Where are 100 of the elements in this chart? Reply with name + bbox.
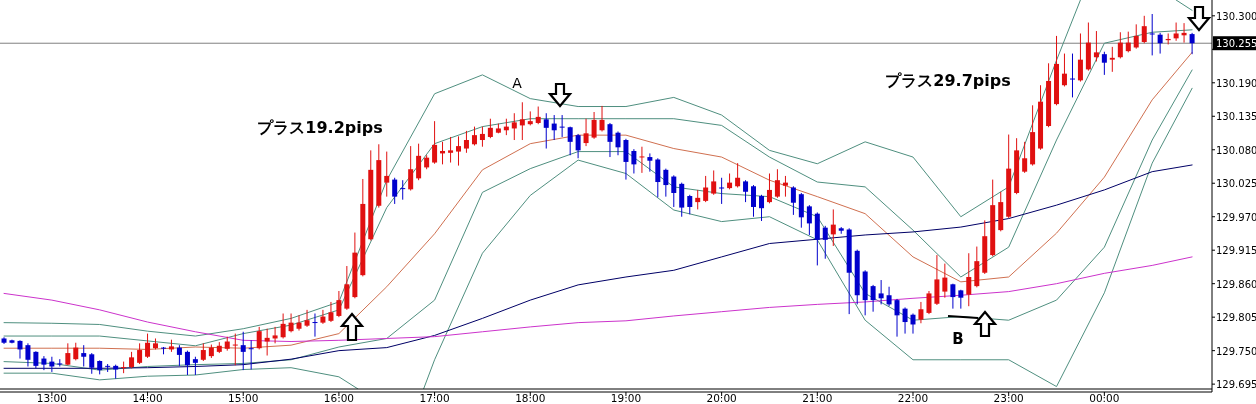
candlestick <box>719 177 725 205</box>
annotation: A <box>512 75 523 91</box>
candlestick <box>248 339 254 371</box>
candlestick <box>328 301 334 323</box>
y-tick-label: 130.190 <box>1216 77 1256 89</box>
candlestick <box>272 326 278 344</box>
x-tick-label: 20:00 <box>706 392 737 404</box>
candlestick <box>1061 53 1067 87</box>
candlestick <box>1141 15 1147 44</box>
candlestick <box>559 114 565 138</box>
candlestick <box>671 174 677 208</box>
candlestick <box>1173 22 1179 42</box>
x-tick-label: 00:00 <box>1089 392 1120 404</box>
x-tick-label: 19:00 <box>610 392 642 404</box>
candlestick <box>607 122 613 158</box>
candlestick <box>1109 46 1115 73</box>
candlestick <box>623 138 629 181</box>
annotation: B <box>952 330 964 348</box>
annotation: プラス29.7pips <box>885 71 1011 90</box>
candlestick <box>759 194 765 222</box>
candlestick <box>192 356 198 376</box>
candlestick <box>392 177 398 205</box>
candlestick <box>735 162 741 188</box>
candlestick <box>145 333 151 359</box>
line-series <box>3 367 359 389</box>
candlestick <box>918 301 924 324</box>
candlestick <box>1093 30 1099 62</box>
candlestick <box>687 194 693 215</box>
candlestick <box>774 168 780 199</box>
candlestick <box>575 133 581 159</box>
candlestick <box>184 350 190 376</box>
candlestick <box>137 342 143 365</box>
candlestick <box>743 179 749 203</box>
candlestick <box>471 126 477 146</box>
candlestick <box>41 355 47 371</box>
candlestick <box>1149 13 1155 56</box>
candlestick <box>232 333 238 366</box>
candlestick <box>511 112 517 141</box>
candlestick <box>1117 31 1123 59</box>
candlestick <box>950 283 956 310</box>
candlestick <box>942 263 948 299</box>
candlestick <box>750 184 756 218</box>
candlestick <box>1125 31 1131 53</box>
candlestick <box>703 175 709 203</box>
y-tick-label: 129.915 <box>1216 245 1256 257</box>
x-tick-label: 13:00 <box>36 392 67 404</box>
candlestick <box>400 179 406 201</box>
candlestick <box>1022 141 1028 174</box>
candlestick <box>894 298 900 338</box>
candlestick <box>782 175 788 198</box>
y-tick-label: 129.860 <box>1216 278 1256 290</box>
y-tick-label: 129.695 <box>1216 379 1256 391</box>
candlestick <box>1189 32 1195 55</box>
candlestick <box>1133 23 1139 50</box>
candlestick <box>599 105 605 132</box>
candlestick <box>89 352 95 375</box>
candlestick <box>463 130 469 154</box>
candlestick <box>456 135 462 167</box>
candlestick <box>830 208 836 247</box>
candlestick <box>615 130 621 156</box>
candlestick <box>384 151 390 198</box>
candlestick <box>631 148 637 174</box>
candlestick <box>639 146 645 174</box>
x-tick-label: 16:00 <box>323 392 355 404</box>
y-tick-label: 129.970 <box>1216 211 1256 223</box>
candlestick <box>1101 51 1107 76</box>
y-tick-label: 130.300 <box>1216 10 1256 22</box>
candlestick <box>543 112 549 150</box>
candlestick <box>312 313 318 338</box>
candlestick <box>870 284 876 313</box>
candlestick <box>591 111 597 140</box>
candlestick <box>886 286 892 307</box>
x-tick-label: 17:00 <box>419 392 450 404</box>
candlestick <box>878 279 884 305</box>
candlestick <box>25 342 31 367</box>
y-tick-label: 130.135 <box>1216 111 1256 123</box>
candlestick <box>479 126 485 148</box>
candlestick <box>663 168 669 198</box>
x-tick-label: 23:00 <box>993 392 1024 404</box>
candlestick <box>695 189 701 210</box>
candlestick <box>17 339 23 360</box>
candlestick <box>790 185 796 216</box>
candlestick <box>910 313 916 335</box>
candlestick <box>926 290 932 315</box>
candlestick <box>264 328 270 357</box>
x-tick-label: 14:00 <box>132 392 163 404</box>
candlestick <box>655 157 661 198</box>
candlestick <box>256 326 262 350</box>
annotation: プラス19.2pips <box>257 118 383 137</box>
candlestick <box>280 313 286 339</box>
candlestick <box>551 114 557 141</box>
candlestick <box>806 204 812 236</box>
candlestick <box>176 344 182 367</box>
candlestick <box>1157 32 1163 55</box>
candlestick <box>320 309 326 325</box>
candlestick <box>822 225 828 260</box>
candlestick <box>711 169 717 196</box>
candlestick <box>487 118 493 139</box>
y-tick-label: 130.025 <box>1216 178 1256 190</box>
candlestick <box>432 120 438 165</box>
